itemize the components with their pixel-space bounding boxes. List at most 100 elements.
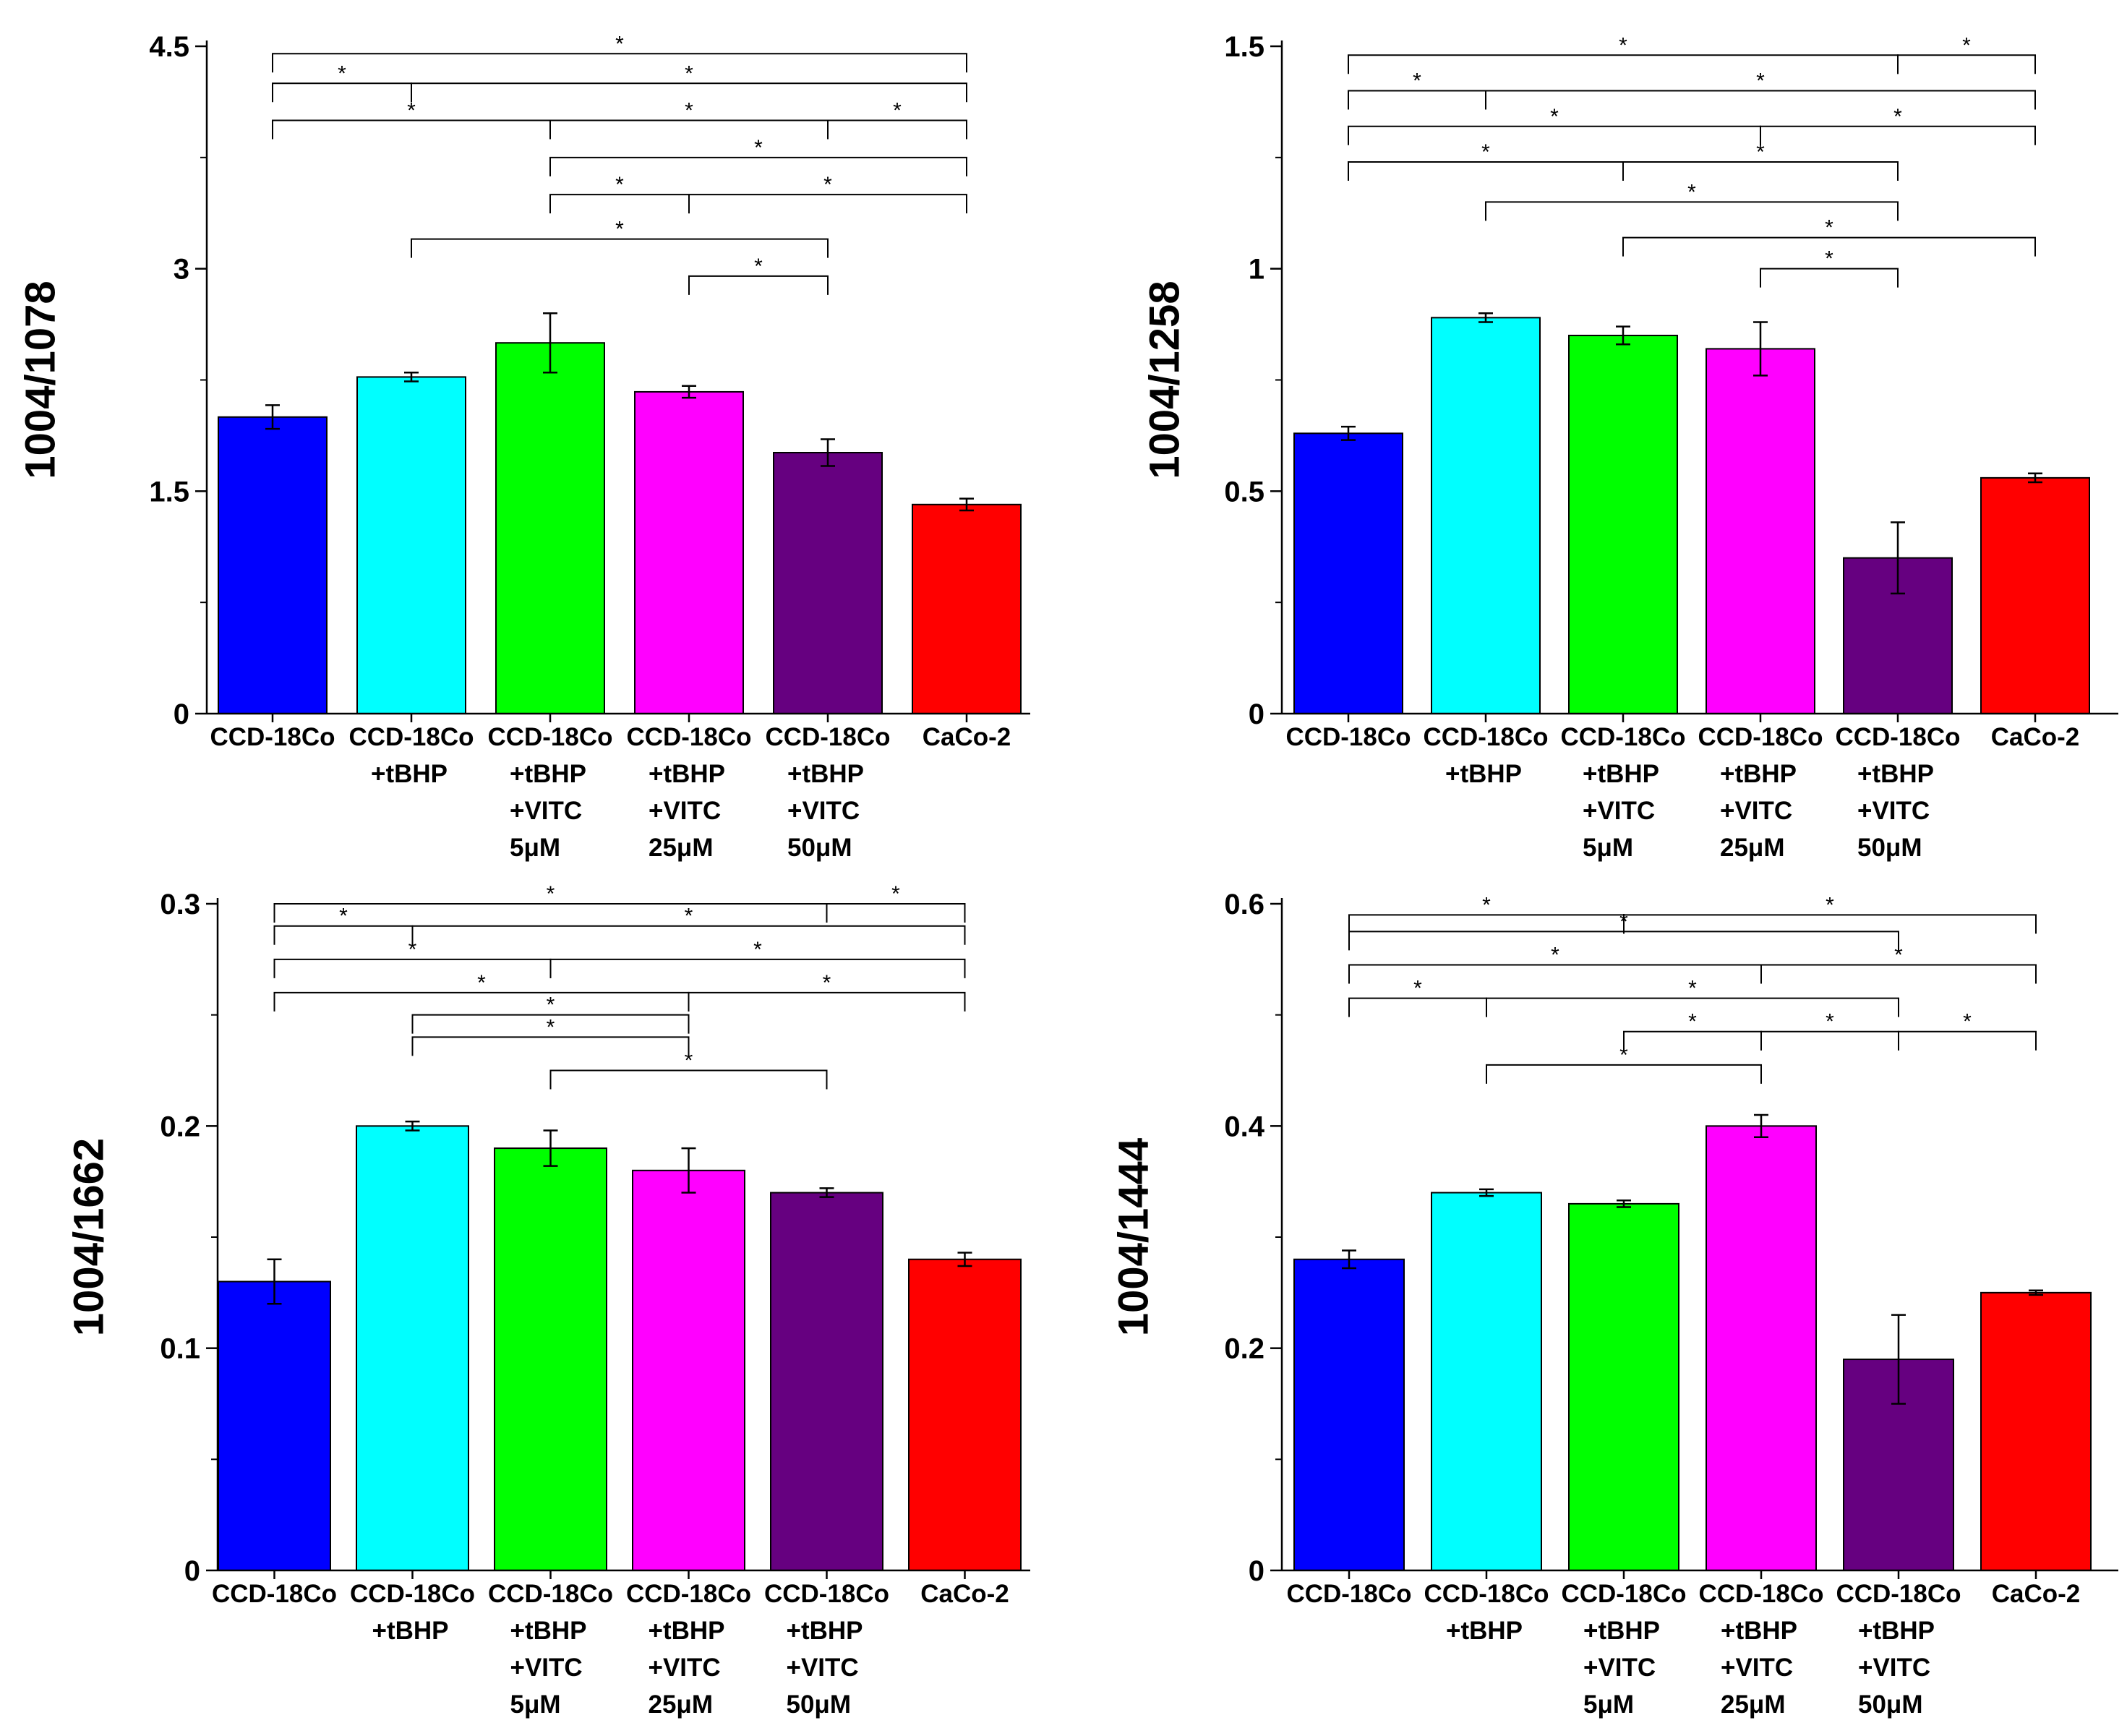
bar-1	[218, 416, 328, 714]
significance-bracket-6	[827, 119, 967, 140]
x-tick-label: +VITC	[1720, 797, 1792, 825]
significance-bracket-9	[1485, 201, 1899, 221]
bar-4	[632, 1169, 745, 1572]
significance-star: *	[408, 938, 417, 962]
bar-3	[1568, 334, 1678, 714]
x-tick-label: +tBHP	[787, 760, 864, 788]
significance-bracket-8	[549, 194, 690, 214]
error-bar-4	[682, 385, 696, 399]
significance-bracket-10	[411, 238, 829, 258]
error-bar-5	[1891, 1314, 1906, 1405]
x-tick-label: CCD-18Co	[1698, 1580, 1823, 1608]
x-tick-label: +tBHP	[1583, 1617, 1660, 1645]
significance-bracket-5	[1348, 125, 1761, 145]
significance-bracket-7	[273, 991, 690, 1012]
x-tick-label: 5μM	[1583, 834, 1633, 862]
y-axis-title: 1004/1078	[17, 281, 64, 479]
bar-6	[912, 503, 1022, 714]
significance-star: *	[754, 136, 763, 160]
chart-panel-4: 0 0.2 0.4 0.6 CCD-18Co CCD-18Co +tBHP CCD-18Co +…	[1110, 889, 2118, 1719]
error-bar-2	[404, 371, 419, 382]
x-tick-label: +VITC	[787, 797, 860, 825]
error-bar-1	[1342, 1249, 1356, 1270]
error-bar-3	[543, 1129, 558, 1167]
significance-bracket-2	[1623, 914, 2037, 934]
significance-bracket-4	[411, 925, 966, 945]
bar-4	[634, 390, 744, 714]
bar-2	[356, 1125, 469, 1572]
y-tick-label: 0.3	[160, 889, 200, 920]
significance-star: *	[1825, 216, 1833, 240]
error-bar-1	[265, 404, 280, 430]
significance-star: *	[893, 99, 902, 123]
significance-star: *	[685, 1049, 693, 1073]
significance-bracket-6	[1760, 125, 2036, 145]
significance-star: *	[754, 255, 763, 278]
significance-bracket-1	[1348, 54, 1899, 74]
significance-bracket-5	[1760, 964, 2037, 984]
significance-bracket-8	[688, 991, 966, 1012]
significance-star: *	[1413, 69, 1421, 93]
x-tick-label: CCD-18Co	[764, 1580, 889, 1608]
significance-bracket-1	[273, 903, 828, 923]
x-tick-label: CCD-18Co	[1698, 723, 1823, 751]
bar-6	[1980, 1291, 2092, 1572]
significance-star: *	[407, 99, 416, 123]
x-tick-label: CaCo-2	[923, 723, 1011, 751]
x-tick-label: +tBHP	[510, 760, 586, 788]
error-bar-6	[959, 497, 974, 512]
x-tick-label: +VITC	[1583, 797, 1655, 825]
x-tick-label: +tBHP	[787, 1617, 863, 1645]
y-axis-title: 1004/1258	[1141, 281, 1188, 479]
significance-star: *	[1963, 1010, 1972, 1034]
x-tick-label: +VITC	[510, 797, 582, 825]
x-tick-label: CCD-18Co	[1561, 1580, 1686, 1608]
x-tick-label: 25μM	[1721, 1690, 1786, 1719]
significance-bracket-3	[273, 925, 414, 945]
x-tick-label: CaCo-2	[1991, 723, 2080, 751]
x-tick-label: CCD-18Co	[1285, 723, 1411, 751]
significance-star: *	[685, 905, 693, 928]
significance-bracket-8	[1623, 1030, 1762, 1051]
significance-bracket-4	[272, 119, 551, 140]
y-tick-label: 0	[184, 1555, 200, 1587]
bar-3	[494, 1147, 607, 1571]
significance-star: *	[338, 61, 346, 85]
significance-star: *	[1826, 893, 1834, 917]
x-tick-label: 5μM	[510, 834, 560, 862]
error-bar-5	[819, 1187, 834, 1198]
x-tick-label: CCD-18Co	[1835, 723, 1960, 751]
significance-star: *	[1413, 977, 1422, 1001]
significance-star: *	[1962, 33, 1971, 57]
significance-star: *	[1894, 944, 1903, 967]
x-tick-label: +VITC	[1858, 1654, 1930, 1682]
significance-star: *	[1619, 910, 1628, 933]
error-bar-3	[1616, 325, 1630, 346]
significance-star: *	[1481, 140, 1490, 164]
chart-panel-2: 0 0.5 1 1.5 CCD-18Co CCD-18Co +tBHP CCD-18Co +tB…	[1141, 31, 2118, 862]
error-bar-3	[543, 312, 557, 374]
error-bar-2	[405, 1120, 420, 1132]
y-tick-label: 0.4	[1224, 1111, 1264, 1142]
significance-star: *	[1756, 69, 1765, 93]
x-tick-label: 5μM	[510, 1690, 561, 1719]
significance-star: *	[547, 882, 555, 906]
significance-star: *	[615, 32, 624, 56]
x-tick-label: +VITC	[510, 1654, 583, 1682]
x-tick-label: +tBHP	[1583, 760, 1659, 788]
significance-bracket-3	[1348, 931, 1899, 951]
x-tick-label: +tBHP	[1445, 760, 1522, 788]
x-tick-label: +tBHP	[372, 1617, 449, 1645]
significance-star: *	[685, 99, 693, 123]
significance-star: *	[615, 173, 624, 197]
error-bar-6	[2028, 472, 2042, 484]
significance-bracket-10	[411, 1036, 690, 1056]
y-tick-label: 1	[1249, 254, 1264, 286]
x-tick-label: CCD-18Co	[1286, 1580, 1411, 1608]
x-tick-label: CCD-18Co	[1423, 723, 1548, 751]
significance-star: *	[615, 218, 624, 241]
bar-3	[495, 342, 605, 714]
y-tick-label: 0	[1249, 698, 1264, 730]
x-tick-label: CCD-18Co	[765, 723, 890, 751]
significance-star: *	[823, 173, 832, 197]
